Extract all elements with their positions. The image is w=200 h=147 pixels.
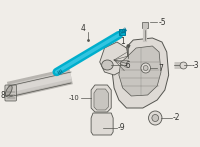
Ellipse shape [143, 66, 148, 71]
Ellipse shape [141, 63, 150, 73]
Ellipse shape [102, 60, 113, 70]
Polygon shape [91, 85, 111, 112]
Text: -5: -5 [158, 17, 166, 26]
Text: -9: -9 [118, 123, 126, 132]
FancyBboxPatch shape [5, 85, 16, 101]
Text: 4: 4 [80, 24, 85, 32]
Text: -6: -6 [124, 61, 131, 70]
Text: -2: -2 [172, 113, 180, 122]
Ellipse shape [152, 115, 159, 122]
Text: -3: -3 [192, 61, 199, 70]
Ellipse shape [149, 111, 162, 125]
Polygon shape [112, 38, 169, 108]
Polygon shape [119, 46, 161, 96]
Ellipse shape [5, 86, 12, 96]
Polygon shape [100, 42, 128, 75]
Text: 8: 8 [0, 91, 5, 100]
Text: 7: 7 [158, 64, 163, 72]
Text: -10: -10 [69, 95, 80, 101]
Text: 1: 1 [120, 37, 125, 46]
Polygon shape [94, 89, 108, 110]
Polygon shape [91, 113, 113, 135]
